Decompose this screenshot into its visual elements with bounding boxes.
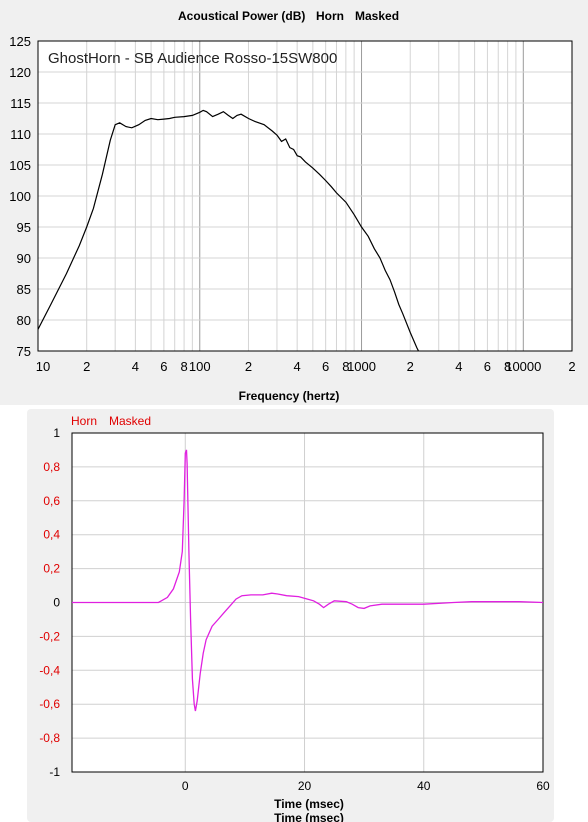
y-tick-label: 115: [10, 96, 31, 111]
y-tick-label: 0: [53, 596, 60, 610]
legend-masked: Masked: [109, 414, 151, 428]
y-tick-label: 0,6: [43, 494, 60, 508]
y-tick-label: -0,2: [39, 629, 60, 643]
x-tick-label: 10: [36, 359, 50, 374]
x-axis-label: Frequency (hertz): [239, 389, 340, 403]
y-tick-label: 110: [10, 127, 31, 142]
y-tick-label: 105: [9, 158, 31, 173]
x-tick-label: 4: [294, 359, 301, 374]
y-tick-label: 125: [9, 34, 31, 49]
y-tick-label: -1: [49, 765, 60, 779]
x-tick-label: 6: [160, 359, 167, 374]
plot-frame: [37, 40, 573, 352]
y-tick-label: -0,6: [39, 697, 60, 711]
y-tick-label: 75: [17, 344, 31, 359]
x-tick-label: 60: [536, 779, 550, 793]
title-tag-horn: Horn: [316, 9, 344, 23]
y-tick-label: 90: [17, 251, 31, 266]
x-tick-label: 0: [182, 779, 189, 793]
y-tick-label: 0,8: [43, 460, 60, 474]
x-tick-label: 6: [322, 359, 329, 374]
x-tick-label: 40: [417, 779, 431, 793]
y-tick-label: 1: [53, 426, 60, 440]
y-tick-label: 0,4: [43, 528, 60, 542]
x-tick-label: 8: [180, 359, 187, 374]
impulse-response-line: [72, 449, 544, 712]
x-tick-label: 2: [407, 359, 414, 374]
title-tag-masked: Masked: [355, 9, 399, 23]
y-tick-label: -0,4: [39, 663, 60, 677]
y-tick-label: 0,2: [43, 562, 60, 576]
x-tick-label: 4: [132, 359, 139, 374]
x-tick-label: 6: [484, 359, 491, 374]
x-tick-label: 8: [504, 359, 511, 374]
y-tick-label: 100: [9, 189, 31, 204]
chart-title: Acoustical Power (dB): [178, 9, 305, 23]
x-tick-label: 2: [245, 359, 252, 374]
y-tick-label: 85: [17, 282, 31, 297]
x-tick-label: 4: [455, 359, 462, 374]
x-tick-label: 1000: [347, 359, 376, 374]
x-tick-label: 8: [342, 359, 349, 374]
power-response-line: [38, 109, 420, 351]
x-tick-label: 2: [83, 359, 90, 374]
x-tick-label: 20: [298, 779, 312, 793]
y-tick-label: 80: [17, 313, 31, 328]
legend-horn: Horn: [71, 414, 97, 428]
x-tick-label: 100: [189, 359, 211, 374]
y-tick-label: 95: [17, 220, 31, 235]
x-axis-label-echo: Time (msec): [274, 811, 344, 822]
x-tick-label: 2: [568, 359, 575, 374]
chart-annotation: GhostHorn - SB Audience Rosso-15SW800: [48, 50, 337, 67]
x-axis-label: Time (msec): [274, 797, 344, 811]
y-tick-label: -0,8: [39, 731, 60, 745]
acoustical-power-chart: Acoustical Power (dB) Horn Masked 125 120…: [9, 9, 575, 403]
y-tick-label: 120: [9, 65, 31, 80]
x-tick-label: 10000: [505, 359, 541, 374]
